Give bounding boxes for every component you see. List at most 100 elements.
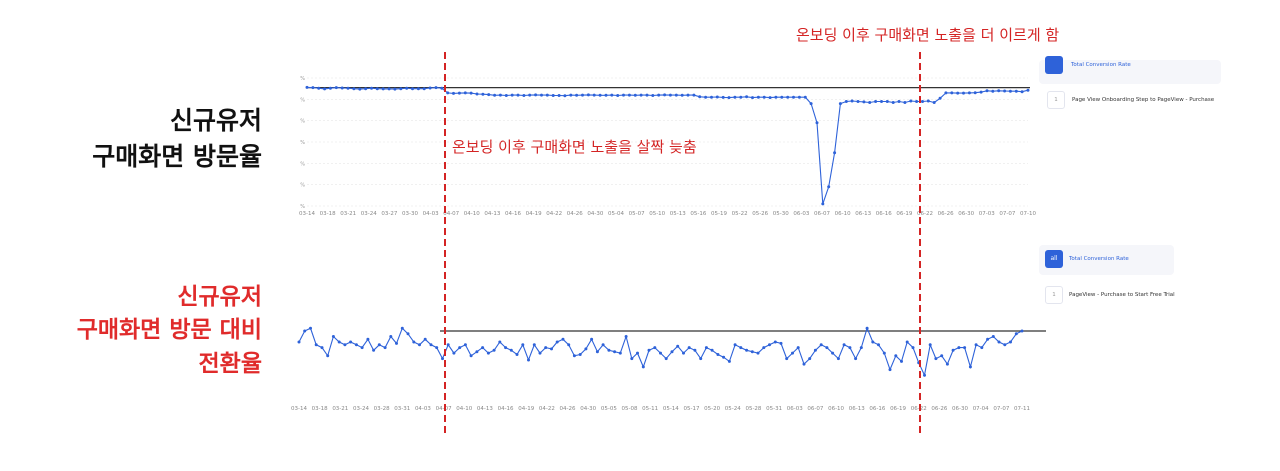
data-point: [360, 346, 364, 350]
data-point: [991, 335, 995, 338]
x-tick-label: 05-13: [670, 211, 686, 217]
data-point: [821, 202, 825, 206]
x-tick-label: 06-16: [869, 406, 885, 412]
data-point: [498, 93, 502, 97]
data-point: [905, 340, 909, 344]
data-point: [405, 86, 409, 90]
data-point: [1009, 340, 1012, 344]
data-point: [974, 343, 978, 347]
x-tick-label: 05-16: [690, 211, 706, 217]
data-point: [923, 373, 926, 377]
data-point: [813, 348, 817, 352]
x-tick-label: 05-07: [629, 211, 645, 217]
data-point: [463, 91, 467, 95]
legend-bottom-item: 1 PageView - Purchase to Start Free Tria…: [1039, 280, 1189, 308]
y-tick-label: %: [300, 183, 305, 189]
data-point: [416, 87, 420, 91]
x-tick-label: 03-24: [353, 406, 369, 412]
data-point: [785, 357, 789, 361]
data-point: [481, 346, 485, 350]
data-point: [504, 346, 508, 350]
data-point: [797, 95, 801, 99]
data-point: [375, 87, 379, 91]
data-point: [377, 343, 381, 347]
data-point: [458, 346, 462, 350]
data-point: [406, 332, 410, 336]
data-point: [521, 343, 525, 347]
data-point: [636, 351, 639, 355]
data-point: [598, 93, 602, 97]
data-point: [366, 337, 370, 341]
legend-top: Total Conversion Rate: [1039, 56, 1221, 84]
data-point: [555, 340, 559, 344]
data-point: [768, 96, 772, 100]
x-tick-label: 07-07: [993, 406, 1009, 412]
data-point: [510, 93, 514, 97]
x-tick-label: 05-28: [745, 406, 761, 412]
x-tick-label: 05-24: [725, 406, 741, 412]
data-point: [469, 91, 473, 95]
data-point: [567, 343, 571, 347]
data-point: [1008, 89, 1012, 93]
data-point: [601, 343, 605, 347]
data-point: [874, 100, 878, 103]
data-point: [540, 93, 543, 97]
data-point: [911, 346, 915, 350]
data-point: [486, 351, 490, 355]
data-point: [716, 353, 720, 356]
data-point: [309, 326, 312, 330]
data-point: [1003, 343, 1007, 347]
data-point: [334, 86, 338, 90]
x-tick-label: 06-10: [828, 406, 844, 412]
x-tick-label: 03-14: [299, 211, 315, 217]
legend-badge[interactable]: [1045, 56, 1063, 74]
series-line: [306, 86, 1029, 205]
data-point: [882, 351, 886, 355]
data-point: [831, 351, 835, 355]
data-point: [572, 354, 576, 358]
legend-badge[interactable]: all: [1045, 250, 1063, 268]
data-point: [493, 93, 497, 97]
data-point: [343, 343, 347, 347]
data-point: [328, 86, 332, 90]
data-point: [1014, 89, 1018, 93]
data-point: [515, 353, 519, 356]
data-point: [997, 340, 1001, 344]
data-point: [926, 99, 930, 103]
x-tick-label: 04-26: [560, 406, 576, 412]
x-tick-label: 04-30: [580, 406, 596, 412]
data-point: [516, 93, 520, 97]
data-point: [340, 86, 344, 90]
data-point: [364, 87, 368, 91]
data-point: [492, 348, 496, 352]
x-tick-label: 05-10: [649, 211, 665, 217]
x-tick-label: 06-26: [938, 211, 954, 217]
data-point: [704, 95, 708, 99]
data-point: [372, 348, 376, 352]
y-tick-label: %: [300, 76, 305, 82]
data-point: [463, 343, 467, 347]
data-point: [1026, 88, 1030, 92]
data-point: [894, 354, 898, 358]
data-point: [727, 96, 731, 100]
data-point: [885, 100, 889, 103]
x-tick-label: 06-03: [787, 406, 803, 412]
data-point: [986, 337, 990, 341]
data-point: [848, 346, 852, 350]
x-tick-label: 06-22: [917, 211, 933, 217]
data-point: [481, 92, 485, 96]
data-point: [704, 346, 708, 350]
data-point: [645, 93, 649, 97]
data-point: [429, 343, 433, 347]
data-point: [670, 350, 674, 354]
data-point: [862, 100, 866, 104]
data-point: [653, 346, 657, 350]
x-tick-label: 03-27: [381, 211, 397, 217]
data-point: [928, 343, 932, 347]
data-point: [630, 357, 634, 361]
data-point: [1020, 90, 1024, 94]
label-line: 전환율: [198, 350, 262, 377]
data-point: [819, 343, 823, 347]
data-point: [985, 89, 989, 93]
legend-item-number: 1: [1045, 286, 1063, 304]
